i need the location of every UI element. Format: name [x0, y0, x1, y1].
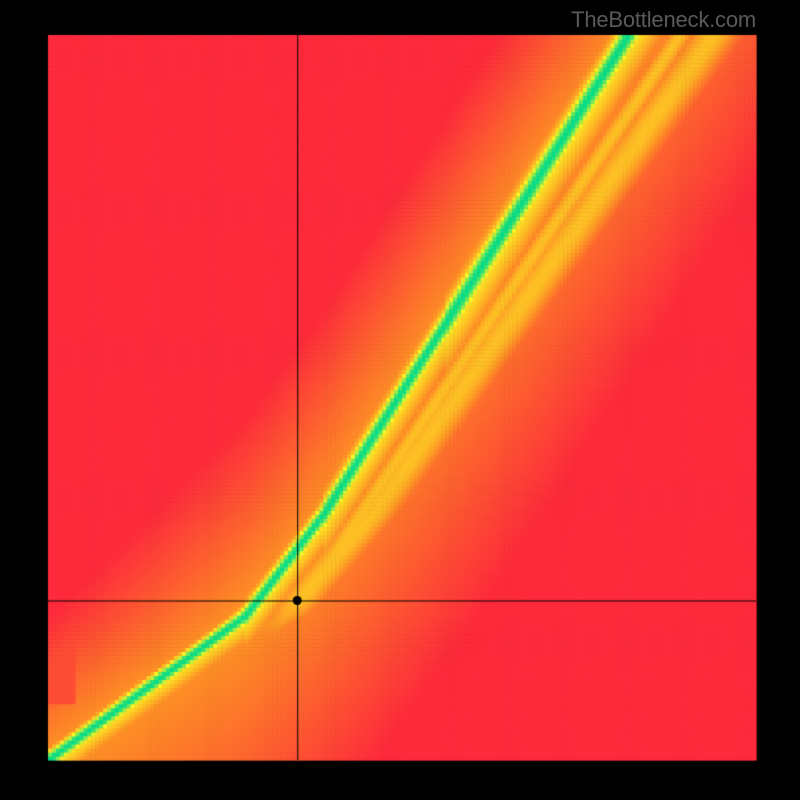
watermark-text: TheBottleneck.com — [571, 7, 756, 33]
chart-container: TheBottleneck.com — [0, 0, 800, 800]
bottleneck-heatmap — [0, 0, 800, 800]
